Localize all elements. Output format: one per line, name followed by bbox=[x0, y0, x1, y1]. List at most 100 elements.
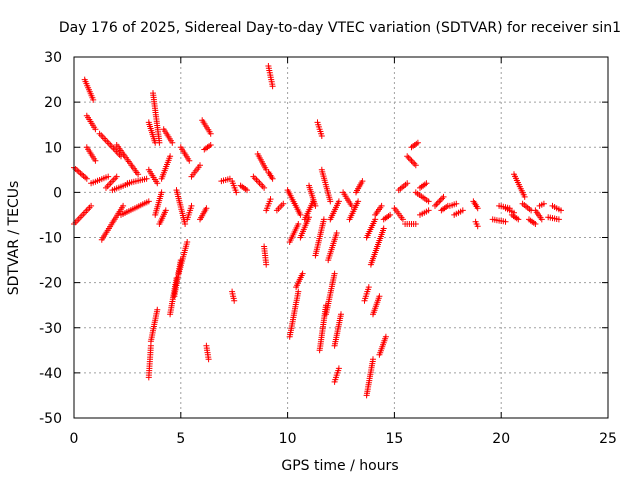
data-point-cluster bbox=[446, 200, 460, 209]
data-point-cluster bbox=[177, 144, 193, 164]
data-point-cluster bbox=[402, 221, 419, 227]
data-point-cluster bbox=[263, 196, 274, 214]
y-tick-label: 20 bbox=[44, 95, 62, 111]
data-point-cluster bbox=[432, 193, 447, 209]
data-point-cluster bbox=[318, 166, 334, 205]
data-point-cluster bbox=[374, 225, 387, 250]
x-tick-label: 20 bbox=[492, 431, 510, 447]
data-point-cluster bbox=[218, 175, 233, 185]
data-point-cluster bbox=[519, 200, 535, 214]
data-point-cluster bbox=[145, 166, 161, 187]
data-point-cluster bbox=[103, 173, 120, 191]
data-point-cluster bbox=[346, 198, 362, 223]
data-point-cluster bbox=[372, 202, 385, 218]
data-point-cluster bbox=[124, 175, 150, 187]
x-tick-label: 0 bbox=[70, 431, 79, 447]
y-tick-label: -10 bbox=[39, 231, 62, 247]
data-point-cluster bbox=[88, 173, 112, 187]
data-point-cluster bbox=[472, 218, 481, 230]
data-point-cluster bbox=[391, 205, 406, 223]
data-point-cluster bbox=[376, 333, 389, 358]
data-point-cluster bbox=[229, 178, 240, 196]
x-tick-label: 5 bbox=[176, 431, 185, 447]
data-point-cluster bbox=[451, 207, 466, 218]
data-point-cluster bbox=[286, 221, 302, 245]
data-point-cluster bbox=[199, 117, 214, 137]
data-point-cluster bbox=[363, 216, 379, 241]
data-point-cluster bbox=[265, 63, 276, 90]
data-point-cluster bbox=[147, 306, 161, 345]
data-point-cluster bbox=[511, 171, 528, 200]
data-point-cluster bbox=[327, 198, 342, 223]
x-tick-label: 15 bbox=[385, 431, 403, 447]
data-point-cluster bbox=[293, 270, 306, 291]
data-point-cluster bbox=[489, 216, 509, 225]
x-tick-label: 25 bbox=[599, 431, 617, 447]
data-point-cluster bbox=[417, 180, 430, 191]
data-point-cluster bbox=[532, 207, 545, 223]
data-point-cluster bbox=[197, 205, 210, 223]
data-point-cluster bbox=[404, 153, 419, 169]
data-point-cluster bbox=[323, 270, 338, 318]
data-point-cluster bbox=[297, 214, 312, 241]
data-point-cluster bbox=[118, 198, 152, 218]
y-tick-label: -40 bbox=[39, 366, 62, 382]
data-point-cluster bbox=[502, 205, 517, 216]
data-point-cluster bbox=[273, 200, 287, 214]
data-point-cluster bbox=[438, 202, 451, 214]
data-points bbox=[71, 63, 564, 399]
data-point-cluster bbox=[81, 76, 97, 103]
data-point-cluster bbox=[150, 90, 163, 146]
y-tick-labels: -50 -40 -30 -20 -10 0 10 20 30 bbox=[39, 50, 62, 427]
data-point-cluster bbox=[160, 126, 176, 146]
data-point-cluster bbox=[370, 293, 383, 318]
data-point-cluster bbox=[408, 139, 421, 151]
data-point-cluster bbox=[254, 151, 270, 173]
y-tick-label: 10 bbox=[44, 140, 62, 156]
data-point-cluster bbox=[229, 288, 238, 304]
plot-frame bbox=[73, 56, 609, 419]
data-point-cluster bbox=[286, 288, 302, 340]
y-tick-label: -50 bbox=[39, 411, 62, 427]
data-point-cluster bbox=[250, 173, 268, 191]
data-point-cluster bbox=[188, 162, 203, 180]
data-point-cluster bbox=[526, 216, 539, 227]
data-point-cluster bbox=[173, 187, 189, 227]
data-point-cluster bbox=[98, 202, 127, 243]
data-point-cluster bbox=[363, 356, 376, 399]
data-point-cluster bbox=[549, 202, 564, 214]
data-point-cluster bbox=[545, 214, 562, 223]
data-point-cluster bbox=[96, 130, 124, 160]
data-point-cluster bbox=[470, 198, 481, 212]
data-point-cluster bbox=[184, 202, 195, 223]
data-point-cluster bbox=[331, 311, 344, 349]
data-point-cluster bbox=[156, 207, 169, 227]
x-tick-labels: 0 5 10 15 20 25 bbox=[70, 431, 617, 447]
data-point-cluster bbox=[237, 182, 250, 194]
data-point-cluster bbox=[417, 207, 432, 218]
data-point-cluster bbox=[167, 275, 180, 318]
data-point-cluster bbox=[201, 142, 214, 153]
data-point-cluster bbox=[331, 365, 342, 385]
data-point-cluster bbox=[145, 342, 154, 381]
data-point-cluster bbox=[353, 178, 366, 196]
data-point-cluster bbox=[83, 112, 99, 133]
x-tick-label: 10 bbox=[279, 431, 297, 447]
y-axis-label: SDTVAR / TECUs bbox=[6, 181, 22, 296]
x-axis-label: GPS time / hours bbox=[281, 458, 398, 474]
chart-title: Day 176 of 2025, Sidereal Day-to-day VTE… bbox=[59, 20, 621, 36]
data-point-cluster bbox=[312, 216, 327, 259]
y-tick-label: -20 bbox=[39, 276, 62, 292]
data-point-cluster bbox=[175, 239, 191, 277]
data-point-cluster bbox=[113, 142, 142, 178]
data-point-cluster bbox=[325, 230, 340, 264]
data-point-cluster bbox=[340, 189, 355, 209]
data-point-cluster bbox=[306, 182, 319, 209]
data-point-cluster bbox=[83, 144, 99, 164]
data-point-cluster bbox=[361, 284, 372, 304]
data-point-cluster bbox=[261, 243, 270, 268]
data-point-cluster bbox=[536, 200, 547, 209]
data-point-cluster bbox=[412, 189, 432, 205]
data-point-cluster bbox=[152, 189, 165, 218]
